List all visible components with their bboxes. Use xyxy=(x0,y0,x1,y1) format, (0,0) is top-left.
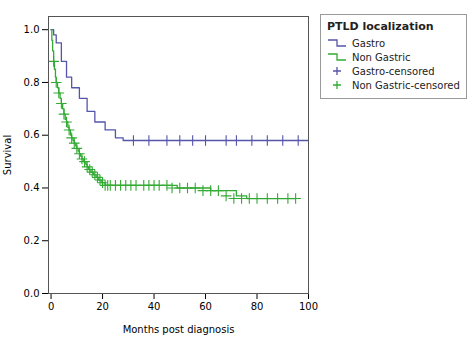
html-text:Non Gastric: Non Gastric xyxy=(352,51,411,63)
svg-text:0.0: 0.0 xyxy=(24,288,40,299)
svg-text:Survival: Survival xyxy=(2,135,13,175)
svg-text:1.0: 1.0 xyxy=(24,24,40,35)
svg-text:20: 20 xyxy=(96,301,109,312)
html-text:Gastro-censored: Gastro-censored xyxy=(352,65,435,77)
svg-text:60: 60 xyxy=(199,301,212,312)
svg-text:100: 100 xyxy=(299,301,318,312)
svg-text:0.8: 0.8 xyxy=(24,77,40,88)
html-text:Non Gastric-censored: Non Gastric-censored xyxy=(352,79,460,91)
svg-text:0: 0 xyxy=(48,301,54,312)
svg-text:80: 80 xyxy=(251,301,264,312)
html-text:PTLD localization: PTLD localization xyxy=(327,20,434,33)
svg-text:0.6: 0.6 xyxy=(24,129,40,140)
html-text:Gastro: Gastro xyxy=(352,37,385,49)
svg-text:0.2: 0.2 xyxy=(24,235,40,246)
svg-text:Months post diagnosis: Months post diagnosis xyxy=(123,324,235,335)
svg-text:0.4: 0.4 xyxy=(24,182,40,193)
svg-text:40: 40 xyxy=(148,301,161,312)
